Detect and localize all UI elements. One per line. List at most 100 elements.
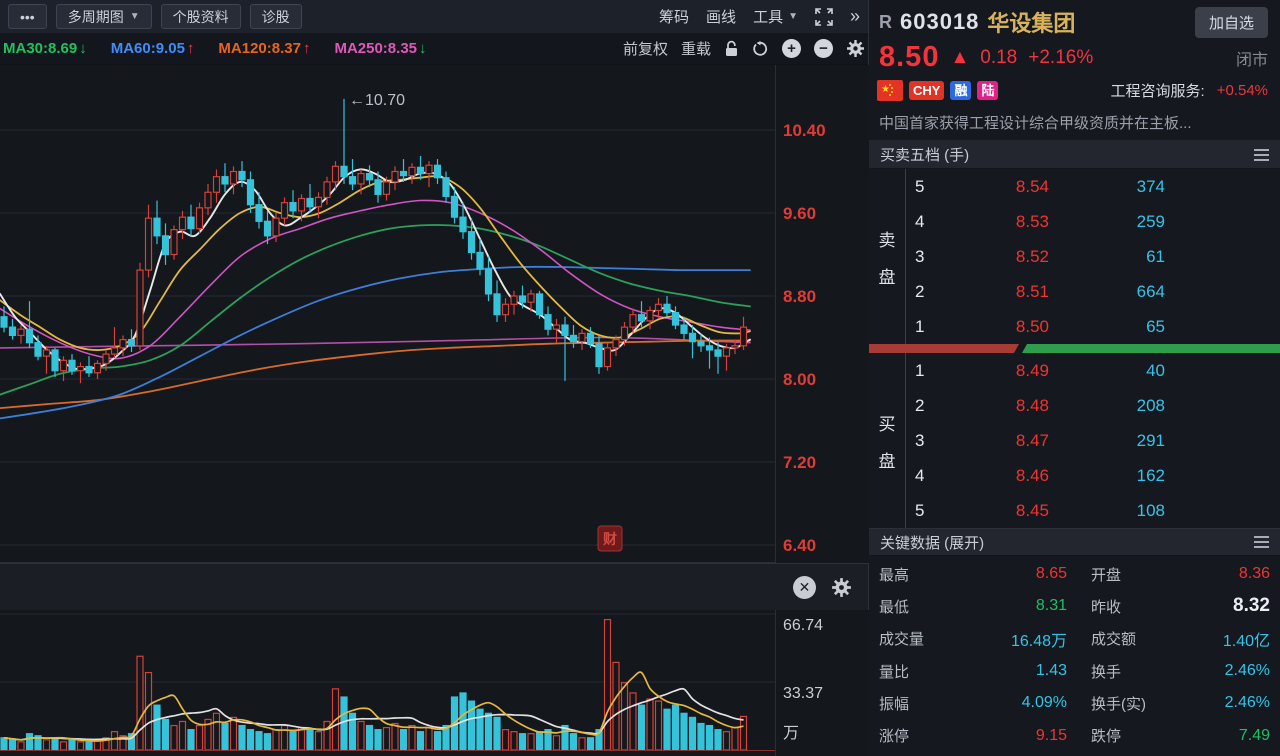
level-price[interactable]: 8.53 xyxy=(1015,211,1049,231)
ma-legend-item: MA60:9.05 ↑ xyxy=(111,40,195,57)
indicator-settings-gear-icon[interactable] xyxy=(831,577,852,598)
candle xyxy=(416,166,425,175)
candle xyxy=(569,334,578,343)
sell-side-label: 卖盘 xyxy=(869,169,906,344)
close-indicator-icon[interactable]: ✕ xyxy=(793,575,816,599)
order-book-row[interactable]: 4 8.46 162 xyxy=(906,458,1280,493)
candle xyxy=(680,324,688,334)
candle xyxy=(178,216,187,231)
candle xyxy=(170,229,178,256)
toolbar-item-画线[interactable]: 画线 xyxy=(706,6,736,27)
candle xyxy=(637,314,646,322)
industry-label[interactable]: 工程咨询服务: xyxy=(1110,83,1205,100)
volume-bar xyxy=(306,729,314,751)
order-book-row[interactable]: 4 8.53 259 xyxy=(906,204,1280,239)
level-price[interactable]: 8.50 xyxy=(1015,316,1049,336)
order-book-row[interactable]: 3 8.52 61 xyxy=(906,239,1280,274)
toolbar-left-group: 多周期图 ▼ 个股资料 诊股 xyxy=(55,4,302,29)
key-data-value: 16.48万 xyxy=(1010,632,1067,650)
adjust-mode-button[interactable]: 前复权 xyxy=(622,41,668,58)
candle xyxy=(493,293,501,316)
undo-icon[interactable] xyxy=(752,40,769,57)
candle xyxy=(561,324,569,337)
overflow-menu-button[interactable]: ••• xyxy=(8,4,47,29)
arrow-up-icon: ↑ xyxy=(302,40,311,57)
fullscreen-icon[interactable] xyxy=(815,7,833,26)
level-price[interactable]: 8.51 xyxy=(1015,281,1049,301)
toolbar-button-诊股[interactable]: 诊股 xyxy=(249,4,302,29)
candle xyxy=(17,328,25,337)
volume-bar xyxy=(272,729,280,751)
level-price[interactable]: 8.48 xyxy=(1015,395,1049,415)
level-price[interactable]: 8.46 xyxy=(1015,465,1049,485)
toolbar-button-个股资料[interactable]: 个股资料 xyxy=(160,4,241,29)
level-volume: 162 xyxy=(1136,465,1165,485)
ma-line-MA5 xyxy=(0,168,751,371)
volume-bar xyxy=(68,739,76,751)
candle xyxy=(697,341,705,347)
settings-gear-icon[interactable] xyxy=(846,39,865,58)
order-book-row[interactable]: 5 8.45 108 xyxy=(906,493,1280,528)
order-book-row[interactable]: 2 8.51 664 xyxy=(906,274,1280,309)
zoom-out-icon[interactable]: − xyxy=(814,39,833,58)
add-watchlist-button[interactable]: 加自选 xyxy=(1194,6,1268,38)
volume-bar xyxy=(85,741,93,751)
volume-chart[interactable]: 66.74 33.37 万 xyxy=(0,610,869,756)
volume-bar xyxy=(255,731,263,751)
candle xyxy=(51,349,59,372)
price-axis-label: 8.00 xyxy=(783,370,816,389)
level-price[interactable]: 8.54 xyxy=(1015,176,1049,196)
volume-bar xyxy=(612,661,620,751)
volume-bar xyxy=(221,722,229,751)
level-volume: 664 xyxy=(1136,281,1165,301)
svg-text:★: ★ xyxy=(881,84,890,95)
ma-legend-item: MA250:8.35 ↓ xyxy=(334,40,426,57)
toolbar-item-工具[interactable]: 工具 ▼ xyxy=(753,6,798,27)
level-price[interactable]: 8.49 xyxy=(1015,360,1049,380)
side-label-char: 盘 xyxy=(878,451,896,471)
more-panels-icon[interactable]: » xyxy=(849,6,860,26)
toolbar-button-多周期图[interactable]: 多周期图 ▼ xyxy=(55,4,152,29)
chevron-down-icon: ▼ xyxy=(788,11,798,22)
level-price[interactable]: 8.45 xyxy=(1015,500,1049,520)
volume-bar xyxy=(501,729,510,751)
key-data-label: 换手(实) xyxy=(1091,695,1146,713)
stock-tag-陆: 陆 xyxy=(977,81,999,100)
level-index: 3 xyxy=(915,246,925,266)
volume-bar xyxy=(187,729,195,751)
top-toolbar: ••• 多周期图 ▼ 个股资料 诊股 筹码 画线 工具 ▼ » xyxy=(0,0,868,33)
toolbar-button-label: 诊股 xyxy=(261,8,290,25)
volume-bar xyxy=(289,731,297,751)
level-index: 2 xyxy=(915,395,925,415)
badge-row: ★ CHY 融陆 工程咨询服务: +0.54% xyxy=(869,75,1280,106)
level-price[interactable]: 8.47 xyxy=(1015,430,1049,450)
key-data-grid: 最高 8.65 开盘 8.36 最低 8.31 昨收 8.32 成交量 16.48万 成交额 1.40… xyxy=(869,556,1280,756)
chart-controls: 前复权 重载 + − xyxy=(623,38,865,59)
news-ticker[interactable]: 中国首家获得工程设计综合甲级资质并在主板... xyxy=(869,106,1280,141)
order-book-row[interactable]: 1 8.49 40 xyxy=(906,353,1280,388)
key-data-label: 换手 xyxy=(1091,663,1122,681)
order-book-row[interactable]: 2 8.48 208 xyxy=(906,388,1280,423)
unlock-icon[interactable] xyxy=(724,40,739,57)
candlestick-chart[interactable]: 10.40 9.60 8.80 8.00 7.20 6.40 ←10.70 财 xyxy=(0,65,869,563)
order-book-menu-icon[interactable] xyxy=(1254,148,1269,161)
key-data-title[interactable]: 关键数据 (展开) xyxy=(880,534,985,552)
ma-line-MA60 xyxy=(0,265,751,420)
level-price[interactable]: 8.52 xyxy=(1015,246,1049,266)
ma-line-MA250 xyxy=(0,336,751,349)
side-label-char: 买 xyxy=(878,414,896,434)
volume-bar xyxy=(42,739,51,751)
volume-bar xyxy=(408,724,416,751)
stock-tag-CHY: CHY xyxy=(909,81,945,100)
zoom-in-icon[interactable]: + xyxy=(782,39,801,58)
reload-button[interactable]: 重载 xyxy=(680,41,711,58)
key-data-menu-icon[interactable] xyxy=(1254,536,1269,548)
order-book-row[interactable]: 1 8.50 65 xyxy=(906,309,1280,344)
candle xyxy=(527,293,535,303)
toolbar-item-筹码[interactable]: 筹码 xyxy=(659,6,689,27)
ma-legend-label: MA30:8.69 xyxy=(3,40,78,57)
order-book-row[interactable]: 3 8.47 291 xyxy=(906,423,1280,458)
level-volume: 108 xyxy=(1136,500,1165,520)
order-book-row[interactable]: 5 8.54 374 xyxy=(906,169,1280,204)
